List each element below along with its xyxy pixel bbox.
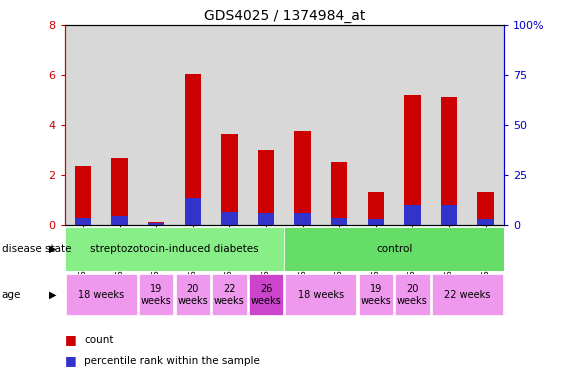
Bar [185, 199, 201, 225]
Bar [441, 205, 457, 225]
Bar [211, 25, 248, 225]
Bar [221, 212, 238, 225]
Bar [477, 219, 494, 225]
Bar [358, 25, 394, 225]
Text: 18 weeks: 18 weeks [78, 290, 124, 300]
Bar [176, 274, 210, 316]
Text: ▶: ▶ [49, 290, 56, 300]
Bar [175, 25, 211, 225]
Bar [432, 274, 503, 316]
Text: percentile rank within the sample: percentile rank within the sample [84, 356, 260, 366]
Text: 19
weeks: 19 weeks [360, 284, 391, 306]
Bar [248, 25, 284, 225]
Text: age: age [2, 290, 21, 300]
Text: streptozotocin-induced diabetes: streptozotocin-induced diabetes [90, 243, 259, 254]
Text: count: count [84, 335, 114, 345]
Bar [249, 274, 283, 316]
Bar [75, 166, 91, 225]
Bar [394, 25, 431, 225]
Bar [331, 218, 347, 225]
Bar [101, 25, 138, 225]
Text: 26
weeks: 26 weeks [251, 284, 282, 306]
Text: 22 weeks: 22 weeks [444, 290, 490, 300]
Bar [321, 25, 358, 225]
Bar [294, 214, 311, 225]
Bar [441, 98, 457, 225]
Bar [431, 25, 467, 225]
Bar [477, 192, 494, 225]
Bar [221, 134, 238, 225]
Bar [467, 25, 504, 225]
Text: control: control [376, 243, 412, 254]
Bar [294, 131, 311, 225]
Bar [404, 205, 421, 225]
Bar [285, 274, 356, 316]
Bar [368, 192, 384, 225]
Bar [258, 214, 274, 225]
Text: 20
weeks: 20 weeks [397, 284, 428, 306]
Text: ■: ■ [65, 354, 77, 367]
Bar [331, 162, 347, 225]
Text: disease state: disease state [2, 243, 71, 254]
Bar [75, 218, 91, 225]
Bar [395, 274, 430, 316]
Bar [368, 219, 384, 225]
Bar [148, 222, 164, 225]
Bar [65, 227, 284, 271]
Bar [139, 274, 173, 316]
Bar [65, 25, 101, 225]
Bar [185, 74, 201, 225]
Text: 20
weeks: 20 weeks [177, 284, 208, 306]
Bar [258, 150, 274, 225]
Bar [359, 274, 393, 316]
Bar [284, 227, 504, 271]
Bar [138, 25, 175, 225]
Bar [404, 95, 421, 225]
Bar [111, 159, 128, 225]
Text: 18 weeks: 18 weeks [298, 290, 344, 300]
Bar [66, 274, 137, 316]
Bar [284, 25, 321, 225]
Bar [148, 223, 164, 225]
Title: GDS4025 / 1374984_at: GDS4025 / 1374984_at [204, 8, 365, 23]
Bar [111, 216, 128, 225]
Text: 19
weeks: 19 weeks [141, 284, 172, 306]
Text: ▶: ▶ [49, 243, 56, 254]
Text: ■: ■ [65, 333, 77, 346]
Text: 22
weeks: 22 weeks [214, 284, 245, 306]
Bar [212, 274, 247, 316]
